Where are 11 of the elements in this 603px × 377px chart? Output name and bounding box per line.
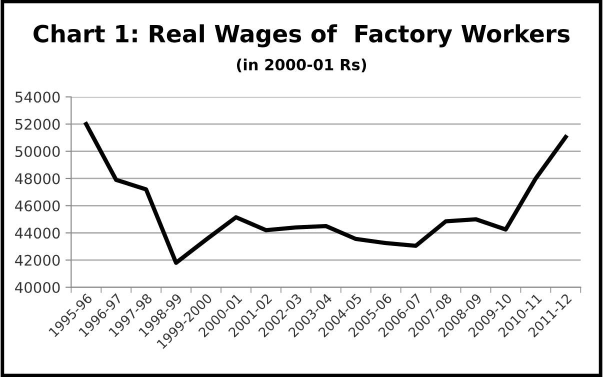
y-tick-label: 44000 xyxy=(15,228,60,239)
y-tick-label: 54000 xyxy=(15,92,60,103)
y-tick-label: 50000 xyxy=(15,146,60,158)
y-tick-label: 42000 xyxy=(15,254,60,266)
y-tick-label: 48000 xyxy=(15,173,60,184)
chart-subtitle: (in 2000-01 Rs) xyxy=(236,58,366,72)
chart-title: Chart 1: Real Wages of Factory Workers xyxy=(34,24,570,48)
line-series xyxy=(84,122,568,265)
y-tick-label: 52000 xyxy=(15,118,60,130)
y-tick-label: 40000 xyxy=(15,282,60,294)
y-tick-label: 46000 xyxy=(15,200,60,212)
